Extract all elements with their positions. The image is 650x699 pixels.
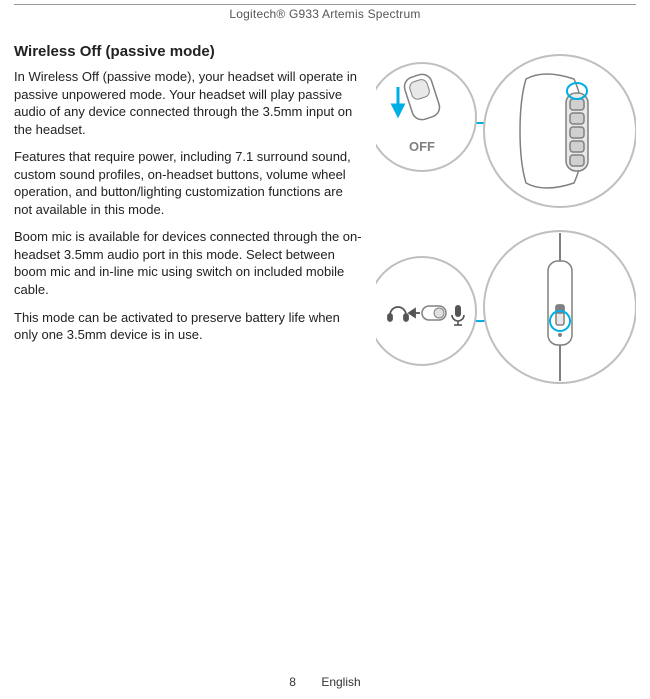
section-title: Wireless Off (passive mode) (14, 43, 364, 60)
paragraph-3: Boom mic is available for devices connec… (14, 228, 364, 298)
paragraph-4: This mode can be activated to preserve b… (14, 309, 364, 344)
svg-text:OFF: OFF (409, 139, 435, 154)
footer: 8 English (0, 675, 650, 689)
paragraph-2: Features that require power, including 7… (14, 148, 364, 218)
diagram: OFF (376, 43, 636, 403)
header-product: Logitech® G933 Artemis Spectrum (14, 7, 636, 21)
page-number: 8 (289, 675, 296, 689)
footer-language: English (321, 675, 360, 689)
paragraph-1: In Wireless Off (passive mode), your hea… (14, 68, 364, 138)
